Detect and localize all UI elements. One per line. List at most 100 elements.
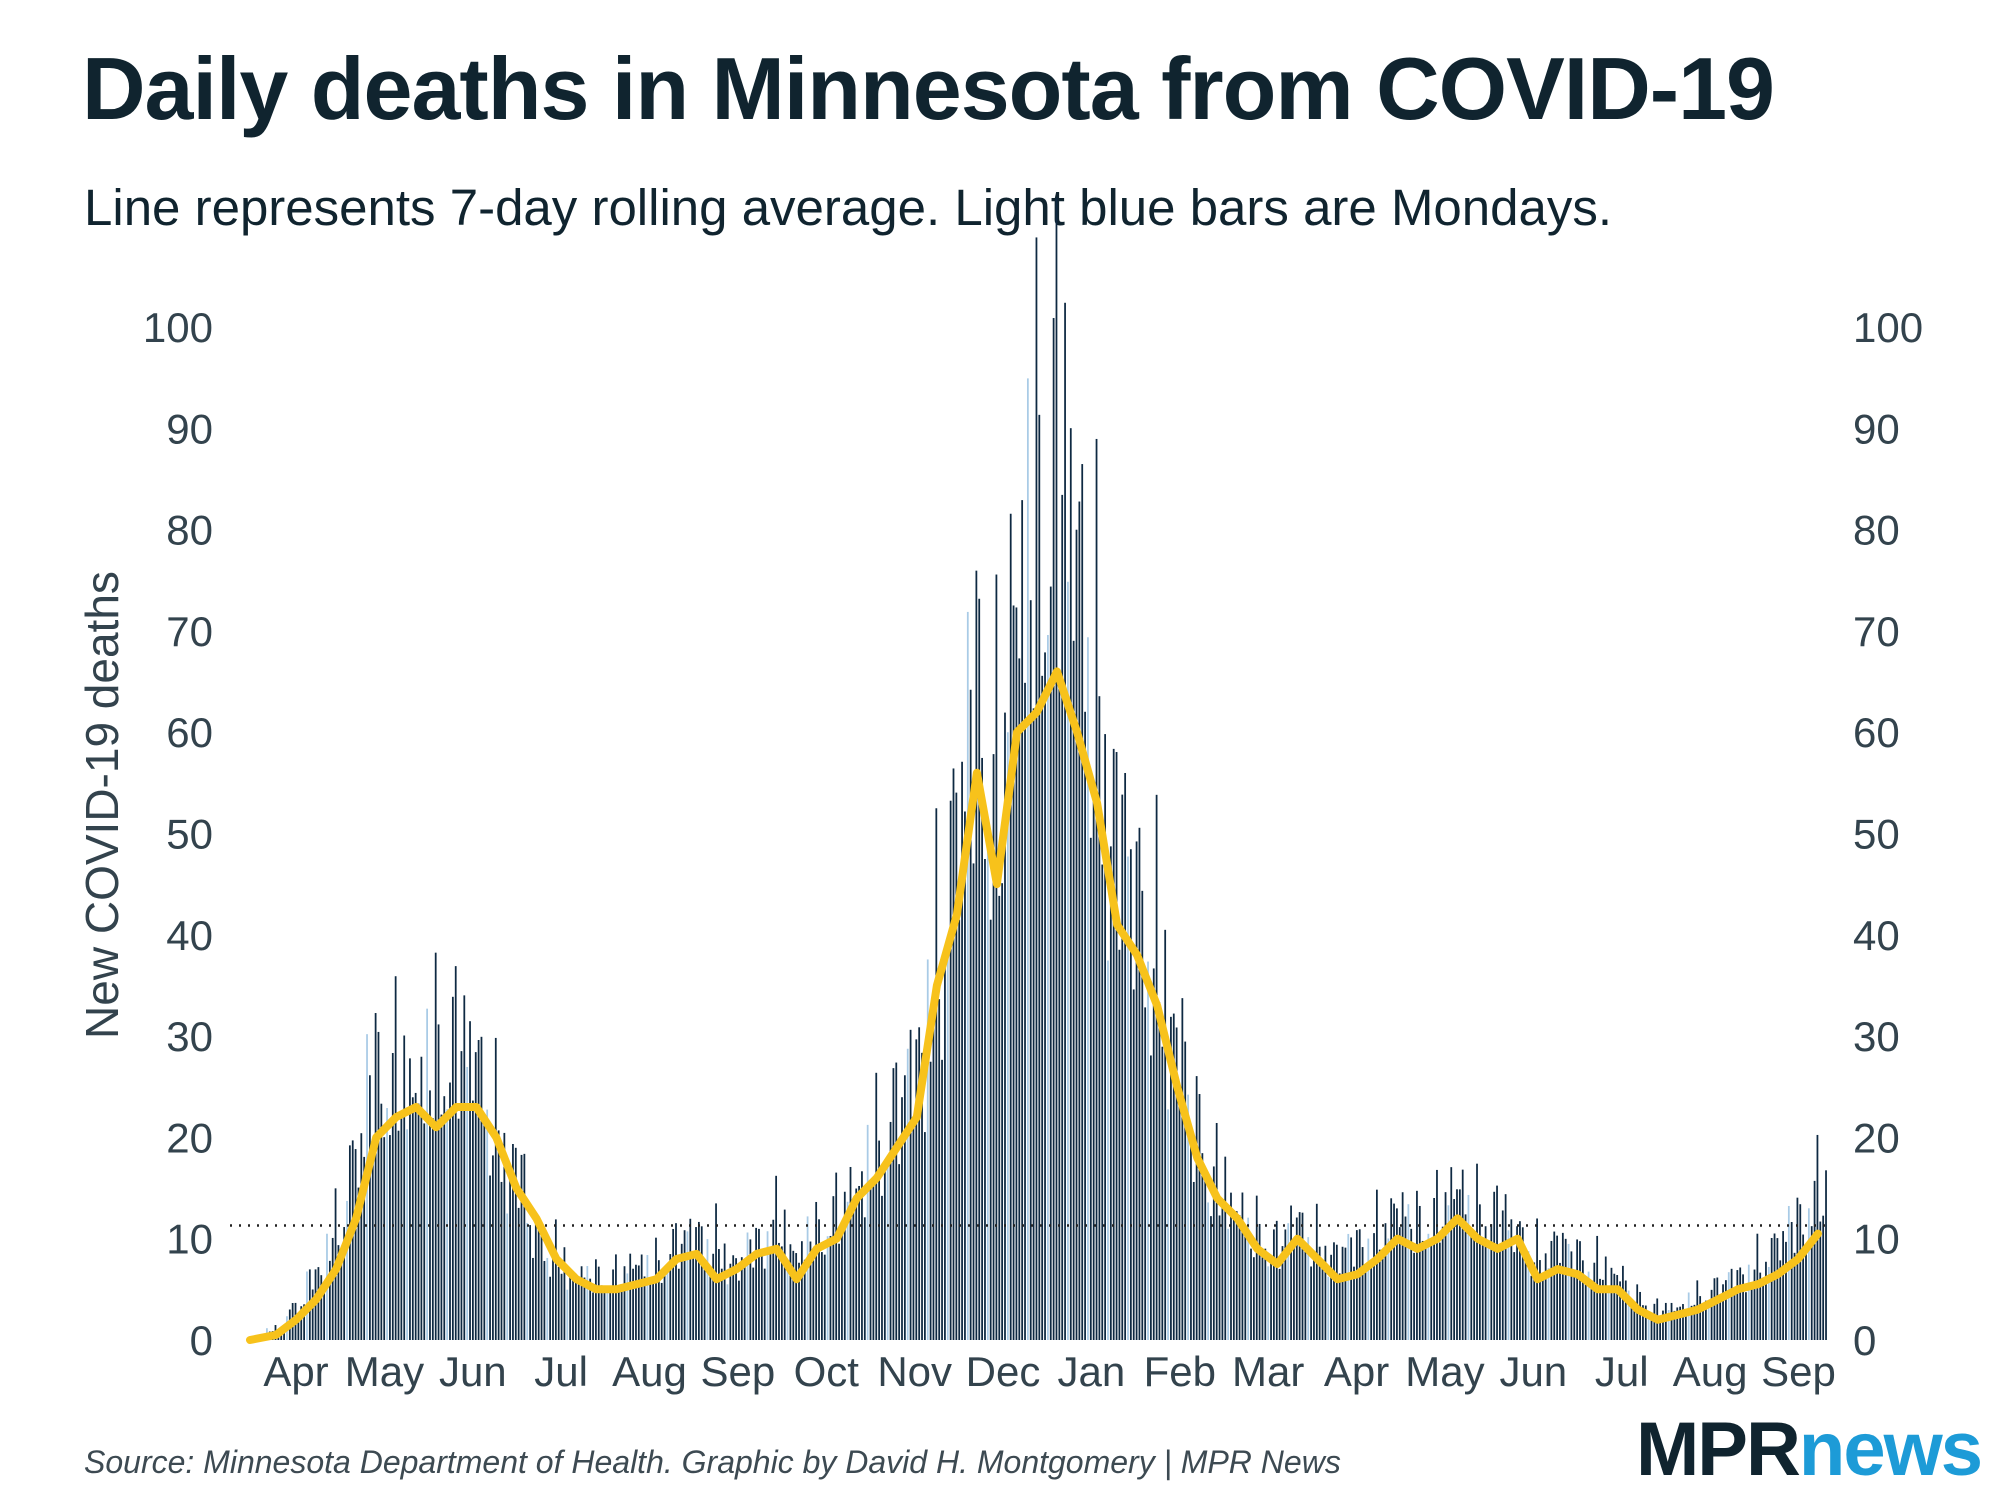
bar-w28-d5	[821, 1252, 823, 1340]
bar-w66-d2	[1573, 1275, 1576, 1340]
bar-w25-d3	[755, 1227, 757, 1340]
bar-w66-d1	[1570, 1251, 1573, 1340]
bar-w25-d1	[749, 1239, 752, 1340]
bar-w27-d0	[786, 1270, 789, 1340]
bar-w18-d6	[623, 1266, 626, 1340]
y-tick-left-50: 50	[166, 811, 213, 858]
bar-w35-d6	[964, 811, 966, 1340]
bar-w77-d0	[1787, 1205, 1790, 1340]
bar-w65-d2	[1553, 1231, 1556, 1340]
bar-w28-d6	[823, 1254, 826, 1340]
bar-w72-d2	[1693, 1304, 1696, 1340]
x-tick-sep-17: Sep	[1761, 1348, 1836, 1395]
bar-w62-d2	[1493, 1191, 1496, 1340]
bar-w65-d5	[1561, 1232, 1564, 1340]
bar-w23-d2	[712, 1253, 715, 1340]
bar-w15-d0	[546, 1257, 549, 1340]
bar-w40-d4	[1058, 673, 1061, 1340]
bar-w60-d4	[1458, 1189, 1461, 1340]
bar-w27-d6	[803, 1259, 806, 1340]
bar-w40-d6	[1064, 302, 1066, 1340]
bar-w5-d3	[354, 1149, 357, 1340]
bar-w51-d0	[1267, 1266, 1270, 1340]
bar-w56-d3	[1376, 1189, 1378, 1340]
bar-w21-d5	[680, 1243, 683, 1340]
bar-w59-d6	[1444, 1192, 1447, 1340]
y-tick-left-10: 10	[166, 1216, 213, 1263]
x-tick-nov-7: Nov	[877, 1348, 952, 1395]
bar-w76-d6	[1785, 1241, 1787, 1340]
bar-w59-d2	[1433, 1198, 1435, 1340]
bar-w49-d0	[1227, 1228, 1230, 1340]
bar-w46-d4	[1178, 1086, 1181, 1340]
bar-w1-d6	[283, 1330, 285, 1340]
bar-w48-d3	[1215, 1122, 1218, 1340]
bar-w58-d1	[1410, 1228, 1413, 1340]
bar-w41-d1	[1069, 428, 1072, 1340]
bar-w74-d6	[1745, 1292, 1747, 1340]
bar-w20-d3	[655, 1237, 657, 1340]
bar-w66-d4	[1579, 1241, 1581, 1340]
bar-w69-d2	[1633, 1307, 1636, 1340]
bar-w22-d4	[698, 1221, 700, 1340]
bar-w41-d0	[1067, 581, 1069, 1340]
bar-w15-d6	[563, 1247, 566, 1340]
bar-w75-d0	[1747, 1264, 1750, 1340]
bar-w17-d1	[589, 1278, 592, 1340]
y-axis-left: 0 10 20 30 40 50 60 70 80 90 100	[143, 304, 213, 1364]
bar-w36-d3	[975, 570, 978, 1340]
bar-w6-d5	[380, 1103, 383, 1340]
y-tick-left-0: 0	[190, 1317, 213, 1364]
bar-w31-d3	[875, 1072, 878, 1340]
bar-w52-d3	[1295, 1217, 1298, 1340]
bar-w38-d6	[1024, 682, 1026, 1340]
bar-w74-d4	[1739, 1267, 1742, 1340]
bar-w37-d2	[992, 754, 995, 1340]
bar-w50-d3	[1255, 1195, 1258, 1340]
bar-w18-d2	[612, 1269, 614, 1340]
bar-w69-d1	[1630, 1301, 1633, 1340]
bar-w32-d6	[903, 1075, 906, 1340]
bar-w38-d2	[1012, 605, 1015, 1340]
bar-w19-d6	[643, 1276, 646, 1340]
bar-w73-d1	[1710, 1289, 1713, 1340]
bar-w7-d1	[389, 1135, 391, 1340]
bar-w59-d5	[1441, 1226, 1444, 1340]
bar-w17-d2	[592, 1292, 594, 1340]
bar-w45-d1	[1150, 1055, 1152, 1340]
bar-w57-d5	[1401, 1192, 1404, 1340]
bar-w11-d3	[474, 1052, 477, 1340]
bar-w16-d3	[574, 1273, 577, 1340]
bar-w75-d5	[1762, 1283, 1764, 1340]
bar-w20-d5	[660, 1282, 663, 1340]
bar-w64-d4	[1539, 1260, 1541, 1340]
bar-w31-d1	[869, 1184, 872, 1340]
bar-w20-d0	[646, 1255, 649, 1340]
x-tick-mar-11: Mar	[1232, 1348, 1304, 1395]
bar-w50-d4	[1258, 1223, 1261, 1340]
bar-w5-d5	[360, 1133, 363, 1340]
bar-w2-d6	[303, 1304, 305, 1340]
rolling-average-group	[246, 667, 1822, 1344]
bar-w4-d6	[343, 1227, 346, 1340]
bar-w8-d3	[414, 1092, 417, 1340]
bar-w31-d6	[883, 1164, 886, 1340]
bar-w51-d2	[1273, 1229, 1275, 1340]
bar-w26-d6	[783, 1209, 786, 1340]
bar-w62-d1	[1490, 1224, 1493, 1340]
bar-w10-d3	[454, 966, 457, 1340]
bar-w48-d6	[1224, 1156, 1227, 1340]
bar-w71-d3	[1676, 1307, 1679, 1340]
bar-w54-d4	[1338, 1273, 1341, 1340]
bar-w19-d3	[635, 1264, 637, 1340]
bar-w45-d2	[1152, 968, 1155, 1340]
bar-w58-d3	[1416, 1190, 1418, 1340]
bar-w31-d4	[878, 1140, 880, 1340]
bar-w23-d6	[723, 1243, 726, 1340]
bar-w3-d2	[311, 1289, 314, 1340]
bar-w76-d4	[1779, 1260, 1782, 1340]
bar-w28-d2	[812, 1260, 815, 1340]
bar-w63-d5	[1521, 1227, 1524, 1340]
bar-w61-d3	[1476, 1163, 1478, 1340]
bar-w62-d0	[1487, 1243, 1490, 1340]
